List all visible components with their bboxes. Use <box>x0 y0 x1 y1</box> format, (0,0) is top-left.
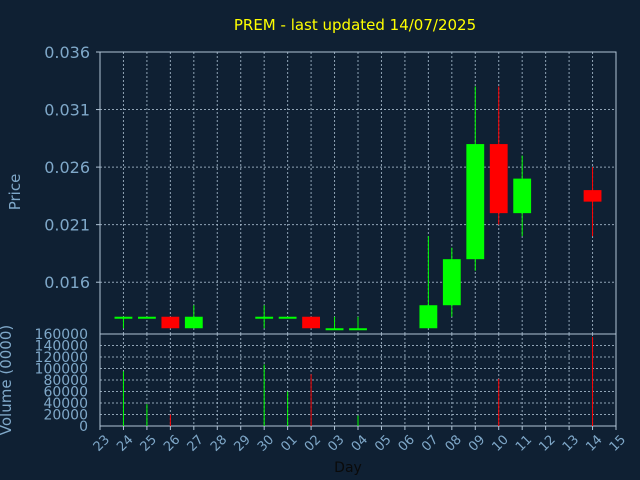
candle-body <box>513 178 532 214</box>
candle-body <box>583 190 602 202</box>
candle-body <box>184 316 203 329</box>
candle-body <box>442 259 461 306</box>
price-axis-label: Price <box>6 174 24 211</box>
candle-body <box>466 144 485 260</box>
candle-body <box>255 316 274 319</box>
volume-panel: 23 24 25 26 27 28 29 30 01 02 03 04 05 06 07 08 09 10 11 12… <box>35 327 630 455</box>
price-y-tick-label: 0.021 <box>44 216 90 235</box>
volume-y-tick-label: 60000 <box>43 385 88 401</box>
candle-body <box>161 316 180 329</box>
price-panel: 0.036 0.031 0.026 0.021 0.016 <box>44 43 617 335</box>
candle-body <box>114 316 133 319</box>
volume-y-tick-label: 0 <box>79 419 88 435</box>
volume-y-tick-label: 120000 <box>35 350 88 366</box>
volume-y-tick-label: 160000 <box>35 327 88 343</box>
chart-title: PREM - last updated 14/07/2025 <box>234 16 476 34</box>
candle-body <box>419 305 438 329</box>
price-y-tick-label: 0.036 <box>44 43 90 62</box>
candle-body <box>349 328 367 331</box>
volume-y-tick-label: 20000 <box>43 408 88 424</box>
candle-body <box>278 316 297 319</box>
candle-body <box>302 316 321 329</box>
price-y-tick-label: 0.016 <box>44 273 90 292</box>
volume-y-tick-label: 40000 <box>43 396 88 412</box>
candle-body <box>325 328 344 331</box>
volume-y-tick-label: 140000 <box>35 339 88 355</box>
candle-body <box>489 144 508 214</box>
volume-axis-label: Volume (0000) <box>0 325 15 435</box>
price-y-tick-label: 0.026 <box>44 158 90 177</box>
price-y-tick-label: 0.031 <box>44 101 90 120</box>
candle-body <box>137 316 156 319</box>
volume-y-tick-label: 100000 <box>35 362 88 378</box>
volume-y-tick-label: 80000 <box>43 373 88 389</box>
x-axis-label: Day <box>334 460 362 476</box>
